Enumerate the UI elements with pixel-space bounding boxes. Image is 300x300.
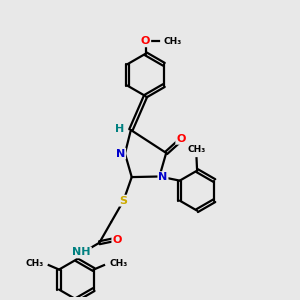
Text: N: N (158, 172, 168, 182)
Text: CH₃: CH₃ (25, 260, 44, 268)
Text: O: O (112, 235, 122, 245)
Text: N: N (116, 148, 125, 158)
Text: CH₃: CH₃ (188, 145, 206, 154)
Text: CH₃: CH₃ (164, 37, 182, 46)
Text: S: S (119, 196, 128, 206)
Text: O: O (176, 134, 186, 144)
Text: H: H (115, 124, 124, 134)
Text: CH₃: CH₃ (109, 260, 128, 268)
Text: O: O (141, 36, 150, 46)
Text: NH: NH (72, 248, 91, 257)
